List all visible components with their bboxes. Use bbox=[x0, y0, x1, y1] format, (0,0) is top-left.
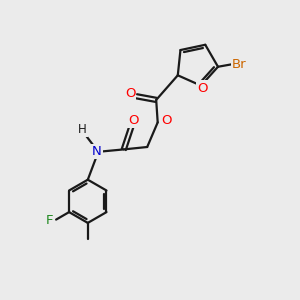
Text: O: O bbox=[197, 82, 207, 94]
Text: N: N bbox=[92, 145, 102, 158]
Text: O: O bbox=[161, 114, 171, 128]
Text: O: O bbox=[128, 114, 139, 127]
Text: Br: Br bbox=[232, 58, 246, 71]
Text: H: H bbox=[78, 123, 87, 136]
Text: O: O bbox=[125, 87, 135, 101]
Text: F: F bbox=[46, 214, 53, 227]
